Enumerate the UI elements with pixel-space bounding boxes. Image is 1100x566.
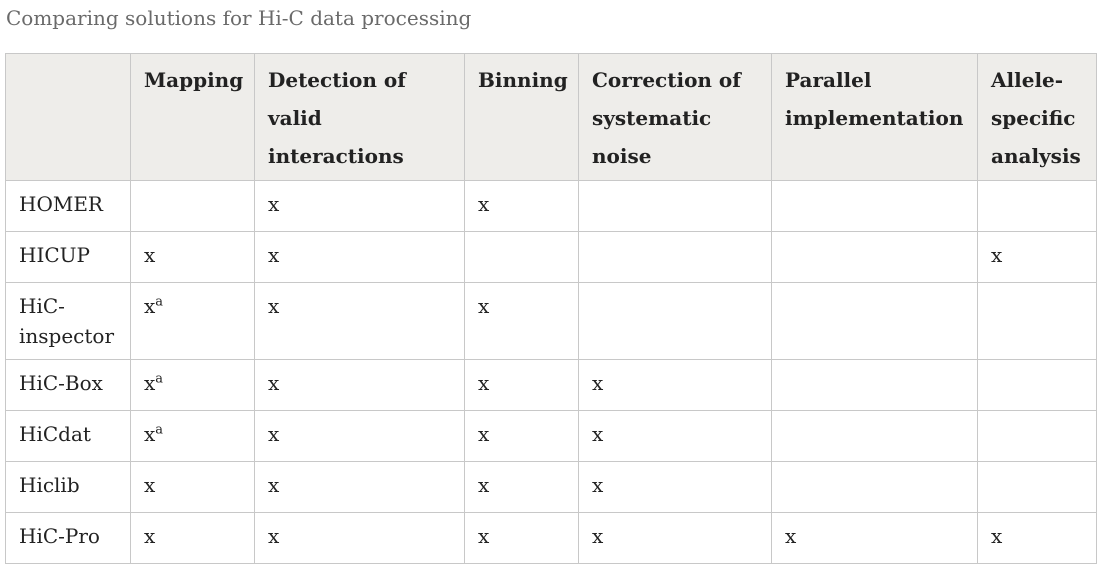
mark-cell: x — [254, 410, 465, 462]
mark-cell: x — [578, 410, 772, 462]
mark-cell: x — [578, 512, 772, 564]
mark-cell — [771, 282, 978, 360]
table-row: HiC-Box xa x x x — [5, 359, 1097, 411]
footnote-marker: a — [155, 294, 164, 310]
mark-cell: xa — [130, 410, 255, 462]
check-mark: x — [144, 243, 156, 267]
table-row: HiCdat xa x x x — [5, 410, 1097, 462]
check-mark: x — [785, 524, 797, 548]
mark-cell — [977, 359, 1097, 411]
check-mark: xa — [144, 294, 164, 318]
mark-cell — [771, 359, 978, 411]
mark-cell: x — [464, 282, 579, 360]
check-mark: x — [592, 473, 604, 497]
check-mark: x — [478, 294, 490, 318]
mark-cell: x — [464, 512, 579, 564]
tool-name: HOMER — [5, 180, 131, 232]
mark-cell — [977, 461, 1097, 513]
mark-cell — [578, 231, 772, 283]
check-mark: x — [268, 524, 280, 548]
header-row: Mapping Detection of valid interactions … — [5, 53, 1097, 181]
mark-cell: x — [977, 512, 1097, 564]
mark-cell: xa — [130, 282, 255, 360]
header-binning: Binning — [464, 53, 579, 181]
mark-cell: x — [254, 359, 465, 411]
mark-cell — [578, 180, 772, 232]
comparison-table: Mapping Detection of valid interactions … — [5, 53, 1097, 564]
check-mark: x — [592, 422, 604, 446]
mark-cell — [578, 282, 772, 360]
check-mark: x — [268, 422, 280, 446]
header-mapping: Mapping — [130, 53, 255, 181]
mark-cell: x — [464, 180, 579, 232]
table-row: HICUP x x x — [5, 231, 1097, 283]
check-mark: xa — [144, 371, 164, 395]
mark-cell: x — [254, 231, 465, 283]
header-allele: Allele-specific analysis — [977, 53, 1097, 181]
check-mark: x — [268, 371, 280, 395]
mark-cell — [977, 410, 1097, 462]
footnote-marker: a — [155, 371, 164, 387]
check-mark: x — [478, 524, 490, 548]
header-parallel: Parallel implementation — [771, 53, 978, 181]
tool-name: HiCdat — [5, 410, 131, 462]
check-mark: x — [268, 294, 280, 318]
table-row: HiC-Pro x x x x x x — [5, 512, 1097, 564]
footnote-marker: a — [155, 422, 164, 438]
mark-cell — [771, 410, 978, 462]
mark-cell: x — [464, 461, 579, 513]
table-row: HiC-inspector xa x x — [5, 282, 1097, 360]
tool-name: HiC-inspector — [5, 282, 131, 360]
mark-cell — [771, 461, 978, 513]
mark-cell: x — [578, 359, 772, 411]
tool-name: Hiclib — [5, 461, 131, 513]
table-row: HOMER x x — [5, 180, 1097, 232]
mark-cell: x — [464, 359, 579, 411]
mark-cell — [771, 231, 978, 283]
check-mark: x — [592, 371, 604, 395]
mark-cell — [977, 180, 1097, 232]
check-mark: x — [991, 243, 1003, 267]
header-correction: Correction of systematic noise — [578, 53, 772, 181]
mark-cell — [464, 231, 579, 283]
check-mark: x — [144, 473, 156, 497]
tool-name: HICUP — [5, 231, 131, 283]
tool-name: HiC-Box — [5, 359, 131, 411]
check-mark: x — [592, 524, 604, 548]
check-mark: x — [478, 192, 490, 216]
check-mark: x — [478, 473, 490, 497]
mark-cell — [130, 180, 255, 232]
mark-cell: x — [578, 461, 772, 513]
mark-cell — [977, 282, 1097, 360]
mark-cell: x — [977, 231, 1097, 283]
check-mark: x — [144, 524, 156, 548]
mark-cell: x — [130, 512, 255, 564]
tool-name: HiC-Pro — [5, 512, 131, 564]
mark-cell: x — [254, 282, 465, 360]
header-detection: Detection of valid interactions — [254, 53, 465, 181]
mark-cell: x — [254, 180, 465, 232]
check-mark: x — [268, 243, 280, 267]
mark-cell: xa — [130, 359, 255, 411]
mark-cell: x — [771, 512, 978, 564]
mark-cell: x — [130, 231, 255, 283]
check-mark: x — [268, 192, 280, 216]
mark-cell — [771, 180, 978, 232]
check-mark: x — [478, 371, 490, 395]
check-mark: xa — [144, 422, 164, 446]
check-mark: x — [478, 422, 490, 446]
table-row: Hiclib x x x x — [5, 461, 1097, 513]
check-mark: x — [268, 473, 280, 497]
mark-cell: x — [254, 461, 465, 513]
table-caption: Comparing solutions for Hi-C data proces… — [6, 6, 472, 30]
mark-cell: x — [130, 461, 255, 513]
check-mark: x — [991, 524, 1003, 548]
mark-cell: x — [254, 512, 465, 564]
mark-cell: x — [464, 410, 579, 462]
header-tool — [5, 53, 131, 181]
